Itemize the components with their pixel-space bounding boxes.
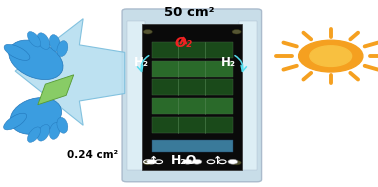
Bar xyxy=(152,42,233,58)
Ellipse shape xyxy=(9,40,63,80)
FancyBboxPatch shape xyxy=(122,9,262,182)
Text: 50 cm²: 50 cm² xyxy=(164,6,214,19)
Circle shape xyxy=(147,159,156,164)
Ellipse shape xyxy=(57,41,68,56)
Circle shape xyxy=(232,160,241,165)
Circle shape xyxy=(228,159,238,164)
Text: 0.24 cm²: 0.24 cm² xyxy=(67,150,118,160)
Ellipse shape xyxy=(28,32,40,47)
Bar xyxy=(152,117,233,133)
Text: ↑: ↑ xyxy=(213,156,222,166)
Ellipse shape xyxy=(50,122,60,139)
Circle shape xyxy=(299,40,363,72)
Circle shape xyxy=(143,30,152,34)
Circle shape xyxy=(310,46,352,66)
Polygon shape xyxy=(15,19,125,125)
Text: O₂: O₂ xyxy=(174,36,192,50)
Bar xyxy=(152,98,233,114)
Text: H₂O: H₂O xyxy=(171,154,198,167)
Circle shape xyxy=(143,160,152,165)
Ellipse shape xyxy=(4,44,30,60)
Circle shape xyxy=(192,159,202,164)
Text: H₂: H₂ xyxy=(134,56,149,69)
Text: H₂: H₂ xyxy=(221,56,236,69)
Bar xyxy=(127,21,145,170)
Bar xyxy=(152,140,233,152)
Circle shape xyxy=(183,159,192,164)
Text: ↑: ↑ xyxy=(149,156,158,166)
Bar xyxy=(152,61,233,77)
Circle shape xyxy=(232,30,241,34)
Bar xyxy=(239,21,257,170)
Bar xyxy=(142,24,242,170)
Ellipse shape xyxy=(37,125,50,141)
Ellipse shape xyxy=(10,98,62,134)
Ellipse shape xyxy=(4,113,26,130)
Ellipse shape xyxy=(37,33,50,49)
Polygon shape xyxy=(38,75,74,105)
Ellipse shape xyxy=(57,117,68,133)
Ellipse shape xyxy=(50,35,60,51)
Bar xyxy=(152,79,233,95)
Ellipse shape xyxy=(28,127,40,142)
